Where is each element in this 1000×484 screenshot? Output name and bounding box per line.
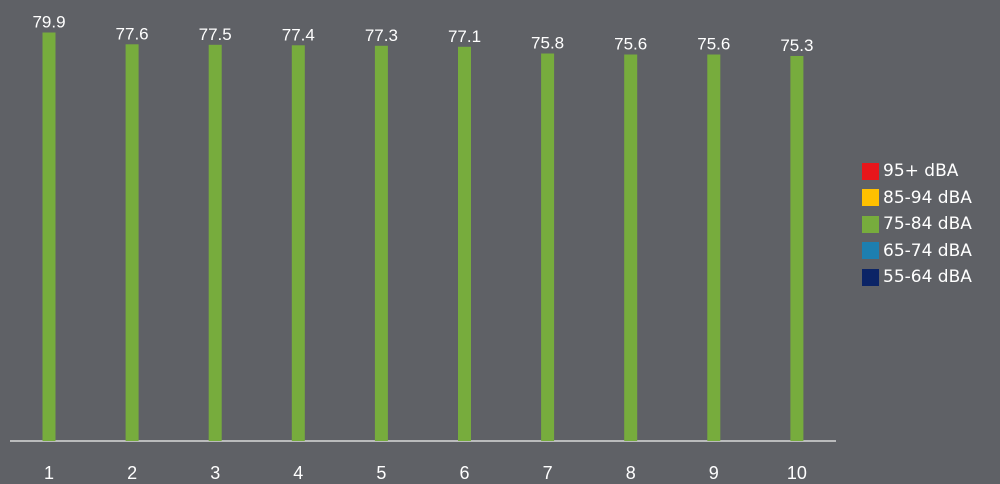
x-tick-labels-group: 1 2 3 4 5 6 7 8 9 10 bbox=[44, 463, 807, 483]
value-label-1: 79.9 bbox=[32, 13, 65, 32]
x-tick-label-7: 7 bbox=[543, 463, 553, 483]
x-tick-label-9: 9 bbox=[709, 463, 719, 483]
bar-1 bbox=[42, 32, 56, 441]
value-label-8: 75.6 bbox=[614, 35, 647, 54]
legend-label-65-74: 65-74 dBA bbox=[883, 240, 972, 261]
legend-label-95-plus: 95+ dBA bbox=[883, 161, 959, 182]
bars-group bbox=[42, 32, 804, 442]
value-label-6: 77.1 bbox=[448, 27, 481, 46]
x-tick-label-3: 3 bbox=[210, 463, 220, 483]
value-label-2: 77.6 bbox=[116, 24, 149, 43]
legend-swatch-65-74 bbox=[862, 242, 879, 260]
bar-4 bbox=[291, 45, 305, 442]
legend-swatch-95-plus bbox=[862, 162, 879, 180]
legend-label-55-64: 55-64 dBA bbox=[883, 267, 972, 288]
bar-8 bbox=[624, 54, 638, 441]
x-tick-label-4: 4 bbox=[293, 463, 303, 483]
legend-item-95-plus: 95+ dBA bbox=[862, 158, 972, 185]
legend-swatch-75-84 bbox=[862, 215, 879, 233]
legend: 95+ dBA 85-94 dBA 75-84 dBA 65-74 dBA 55… bbox=[862, 158, 972, 291]
bar-10 bbox=[790, 56, 804, 441]
bar-3 bbox=[208, 44, 222, 442]
x-tick-label-6: 6 bbox=[459, 463, 469, 483]
legend-label-75-84: 75-84 dBA bbox=[883, 214, 972, 235]
bar-7 bbox=[541, 53, 555, 441]
x-tick-label-1: 1 bbox=[44, 463, 54, 483]
bar-chart: 79.9 77.6 77.5 77.4 77.3 77.1 75.8 75.6 75.6 75.3… bbox=[10, 13, 836, 483]
bar-6 bbox=[458, 46, 471, 442]
legend-label-85-94: 85-94 dBA bbox=[883, 187, 972, 208]
value-label-3: 77.5 bbox=[199, 25, 232, 44]
value-label-5: 77.3 bbox=[365, 26, 398, 45]
legend-swatch-55-64 bbox=[862, 268, 879, 286]
x-tick-label-2: 2 bbox=[127, 463, 137, 483]
legend-swatch-85-94 bbox=[862, 189, 879, 207]
value-labels-group: 79.9 77.6 77.5 77.4 77.3 77.1 75.8 75.6 75.6 75.3 bbox=[32, 13, 813, 56]
value-label-10: 75.3 bbox=[780, 36, 813, 55]
legend-item-65-74: 65-74 dBA bbox=[862, 238, 972, 265]
value-label-4: 77.4 bbox=[282, 25, 315, 44]
legend-item-75-84: 75-84 dBA bbox=[862, 211, 972, 238]
value-label-9: 75.6 bbox=[697, 35, 730, 54]
legend-item-55-64: 55-64 dBA bbox=[862, 264, 972, 291]
x-tick-label-8: 8 bbox=[626, 463, 636, 483]
bar-5 bbox=[374, 45, 388, 442]
bar-2 bbox=[125, 44, 139, 442]
x-tick-label-5: 5 bbox=[376, 463, 386, 483]
bar-9 bbox=[707, 54, 721, 441]
legend-item-85-94: 85-94 dBA bbox=[862, 185, 972, 212]
x-tick-label-10: 10 bbox=[787, 463, 807, 483]
value-label-7: 75.8 bbox=[531, 34, 564, 53]
